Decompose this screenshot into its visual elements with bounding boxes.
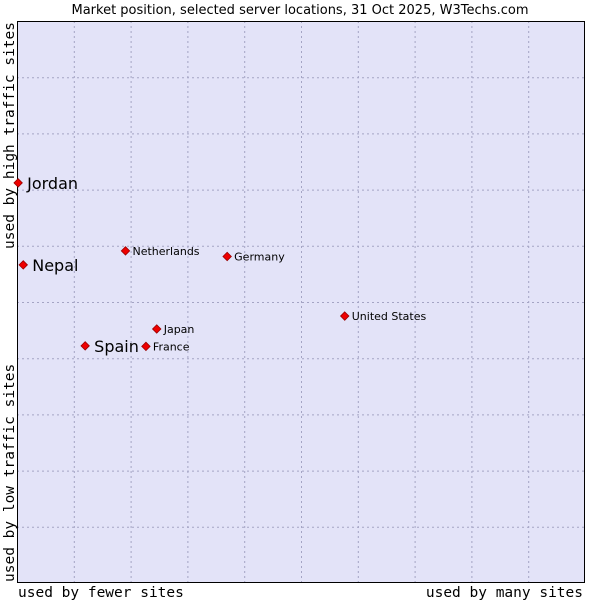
point-label: Spain xyxy=(94,337,139,356)
point-label: Nepal xyxy=(32,256,78,275)
data-point-spain: Spain xyxy=(80,337,139,356)
point-marker xyxy=(80,341,90,351)
point-label: Jordan xyxy=(26,174,78,193)
data-point-nepal: Nepal xyxy=(18,256,78,275)
point-label: Germany xyxy=(234,250,285,263)
data-point-germany: Germany xyxy=(222,250,285,263)
point-label: Netherlands xyxy=(132,245,199,258)
point-marker xyxy=(222,251,232,262)
point-label: France xyxy=(153,340,190,353)
point-marker xyxy=(18,260,29,270)
point-marker xyxy=(151,324,162,334)
point-label: Japan xyxy=(163,323,195,336)
data-points: Jordan Nepal Spain Netherlands Germany Japan F… xyxy=(13,174,427,356)
y-axis-label-top: used by high traffic sites xyxy=(2,22,18,249)
data-point-united-states: United States xyxy=(339,310,427,323)
data-point-jordan: Jordan xyxy=(13,174,78,193)
grid xyxy=(17,21,585,583)
point-label: United States xyxy=(352,310,427,323)
point-marker xyxy=(120,246,131,256)
y-axis-label-bottom: used by low traffic sites xyxy=(2,364,18,582)
chart-title: Market position, selected server locatio… xyxy=(71,3,528,18)
data-point-netherlands: Netherlands xyxy=(120,245,200,258)
plot-border xyxy=(17,21,585,583)
point-marker xyxy=(339,311,350,321)
x-axis-label-left: used by fewer sites xyxy=(18,585,184,600)
data-point-france: France xyxy=(141,340,190,353)
data-point-japan: Japan xyxy=(151,323,195,336)
point-marker xyxy=(141,341,151,352)
point-marker xyxy=(13,178,23,188)
x-axis-label-right: used by many sites xyxy=(426,585,583,600)
